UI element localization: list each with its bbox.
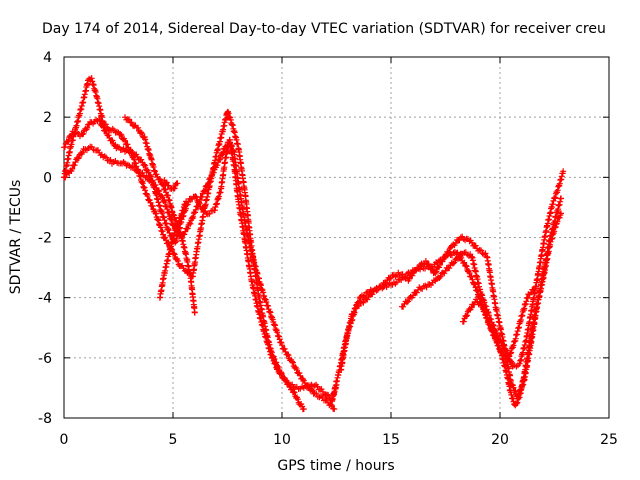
series-track-9 [398, 168, 567, 370]
marker-points [161, 177, 181, 192]
marker-points [398, 168, 567, 370]
y-axis-label: SDTVAR / TECUs [8, 180, 24, 295]
y-tick-label: 4 [43, 50, 52, 66]
x-tick-label: 5 [169, 432, 178, 448]
marker-points [61, 136, 338, 412]
data-layer [61, 75, 567, 413]
y-tick-label: -4 [38, 291, 52, 307]
x-tick-label: 0 [60, 432, 69, 448]
series-track-4 [122, 114, 198, 316]
series-track-5 [156, 198, 190, 301]
y-tick-label: -8 [38, 411, 52, 427]
x-axis-label: GPS time / hours [277, 458, 394, 474]
series-track-6 [161, 177, 181, 192]
series-track-8 [337, 210, 564, 400]
x-tick-label: 25 [600, 432, 618, 448]
marker-points [459, 285, 538, 363]
x-tick-label: 10 [273, 432, 291, 448]
series-track-10 [459, 285, 538, 363]
marker-points [122, 114, 198, 316]
series-track-2 [61, 136, 338, 412]
y-tick-label: -6 [38, 351, 52, 367]
x-tick-label: 20 [491, 432, 509, 448]
y-tick-label: 2 [43, 110, 52, 126]
x-tick-label: 15 [382, 432, 400, 448]
marker-points [337, 210, 564, 400]
chart-title: Day 174 of 2014, Sidereal Day-to-day VTE… [42, 21, 606, 37]
marker-points [156, 198, 190, 301]
y-tick-label: -2 [38, 231, 52, 247]
y-tick-label: 0 [43, 170, 52, 186]
axis-ticks: 0 5 10 15 20 25 -8 -6 -4 -2 0 2 4 [38, 50, 618, 448]
